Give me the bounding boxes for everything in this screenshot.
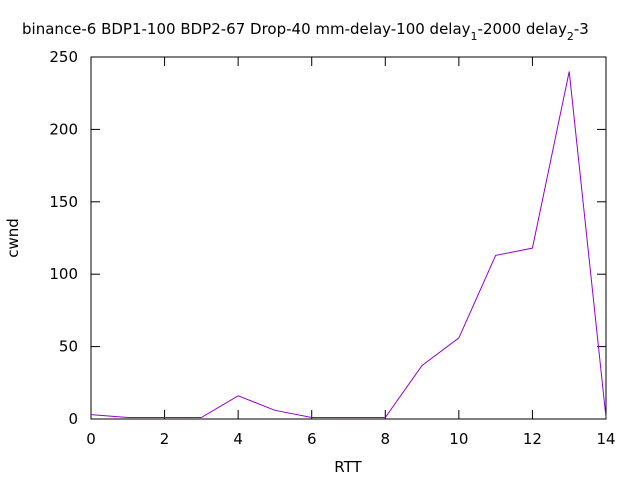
x-tick-label: 0 xyxy=(86,430,96,448)
y-tick-label: 0 xyxy=(68,410,78,428)
y-tick-label: 100 xyxy=(49,265,78,283)
chart-title: binance-6 BDP1-100 BDP2-67 Drop-40 mm-de… xyxy=(22,20,589,43)
y-tick-label: 250 xyxy=(49,48,78,66)
series-line xyxy=(90,71,607,419)
x-tick-label: 8 xyxy=(381,430,391,448)
x-tick-label: 6 xyxy=(307,430,317,448)
y-tick-label: 150 xyxy=(49,193,78,211)
x-tick-label: 10 xyxy=(449,430,468,448)
y-tick-label: 50 xyxy=(59,338,78,356)
x-tick-label: 12 xyxy=(523,430,542,448)
y-axis-label: cwnd xyxy=(4,218,22,258)
x-axis-label: RTT xyxy=(334,458,362,476)
x-tick-label: 14 xyxy=(596,430,615,448)
x-tick-label: 4 xyxy=(233,430,243,448)
x-tick-label: 2 xyxy=(160,430,170,448)
y-axis: 0 50 100 150 200 250 xyxy=(49,48,606,428)
y-tick-label: 200 xyxy=(49,120,78,138)
x-axis: 0 2 4 6 8 10 12 14 xyxy=(86,57,616,448)
plot-frame xyxy=(90,56,607,420)
